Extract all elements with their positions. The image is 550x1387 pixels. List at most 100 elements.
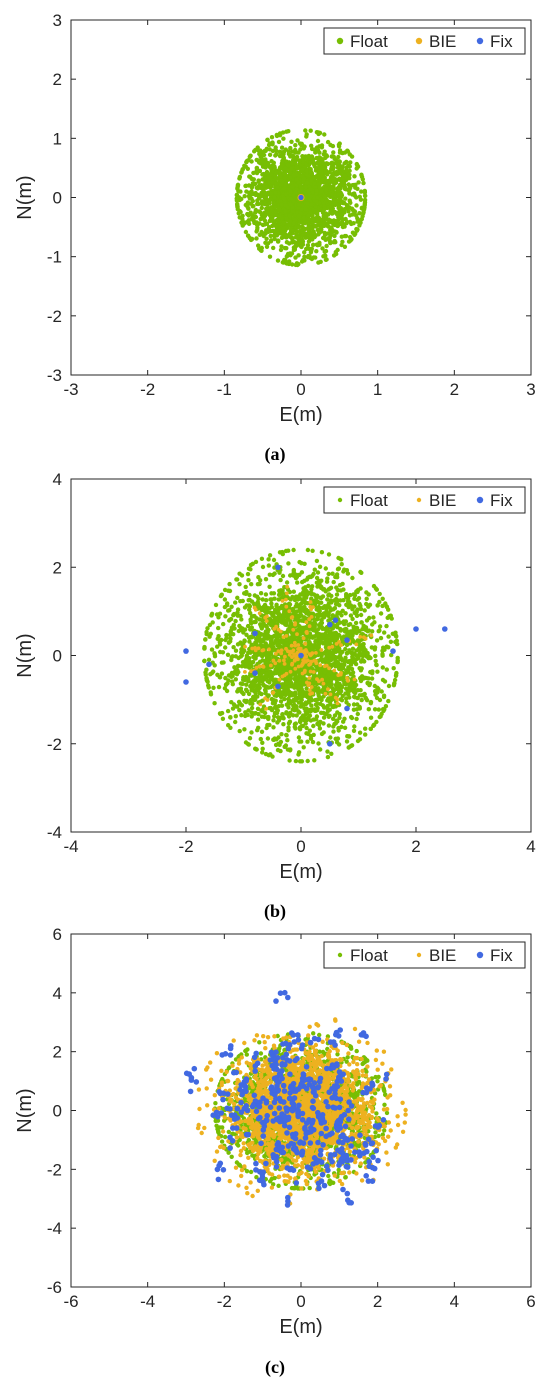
float-point <box>246 578 251 583</box>
y-tick-label: 1 <box>53 129 62 148</box>
float-point <box>337 148 343 153</box>
float-point <box>332 623 338 629</box>
float-point <box>348 160 353 165</box>
float-point <box>359 697 364 703</box>
float-point <box>234 198 240 203</box>
float-point <box>324 217 330 222</box>
float-point <box>229 627 234 633</box>
float-point <box>243 229 249 235</box>
float-point <box>267 572 272 577</box>
float-point <box>223 645 228 650</box>
float-point <box>252 181 257 187</box>
legend-label-float: Float <box>350 32 388 51</box>
float-point <box>347 648 352 653</box>
y-tick-label: 2 <box>53 70 62 89</box>
float-point <box>240 167 245 172</box>
float-point <box>259 691 264 697</box>
float-point <box>272 195 277 200</box>
x-tick-label: 3 <box>526 380 535 399</box>
float-point <box>322 604 327 609</box>
float-point <box>285 738 290 743</box>
float-point <box>251 170 256 176</box>
float-point <box>216 625 221 631</box>
float-point <box>249 730 254 735</box>
float-point <box>264 206 269 211</box>
float-point <box>288 623 293 628</box>
x-tick-label: 2 <box>450 380 459 399</box>
float-point <box>224 682 229 687</box>
float-point <box>347 213 353 218</box>
float-point <box>331 240 336 245</box>
float-point <box>293 189 298 195</box>
float-point <box>309 170 314 176</box>
float-point <box>291 573 296 578</box>
float-point <box>328 608 333 613</box>
float-point <box>299 570 305 575</box>
float-point <box>284 702 289 707</box>
float-point <box>319 550 325 555</box>
float-point <box>220 716 226 721</box>
float-point <box>273 190 278 195</box>
legend-marker-float <box>336 37 344 45</box>
float-point <box>377 697 383 703</box>
float-point <box>276 139 282 145</box>
bie-point <box>271 691 275 695</box>
float-point <box>264 210 270 216</box>
float-point <box>208 692 214 697</box>
y-tick-label: 0 <box>53 189 62 208</box>
float-point <box>311 620 317 625</box>
float-point <box>337 690 342 696</box>
float-point <box>341 678 346 683</box>
float-point <box>246 213 251 218</box>
float-point <box>391 666 396 671</box>
float-point <box>308 695 313 700</box>
float-point <box>209 647 215 652</box>
float-point <box>202 658 207 664</box>
float-point <box>286 129 291 134</box>
float-point <box>268 752 273 757</box>
float-point <box>237 174 243 180</box>
float-point <box>279 732 284 737</box>
float-point <box>350 230 356 235</box>
float-point <box>276 597 281 602</box>
float-point <box>287 748 293 753</box>
bie-point <box>327 666 331 671</box>
float-point <box>291 703 296 708</box>
float-point <box>325 703 330 709</box>
float-point <box>298 183 303 188</box>
float-point <box>315 584 320 589</box>
float-point <box>339 562 344 567</box>
float-point <box>300 258 306 263</box>
float-point <box>299 237 304 242</box>
float-point <box>386 645 391 650</box>
float-point <box>277 550 283 555</box>
float-point <box>316 130 321 135</box>
float-point <box>322 232 328 238</box>
float-point <box>229 674 234 679</box>
float-point <box>271 725 276 730</box>
float-point <box>309 256 315 262</box>
float-point <box>344 642 350 648</box>
float-point <box>344 593 349 599</box>
float-point <box>304 168 309 174</box>
bie-point <box>282 658 286 663</box>
float-point <box>317 580 322 586</box>
float-point <box>302 250 307 255</box>
float-point <box>234 704 239 709</box>
float-point <box>297 637 302 642</box>
float-point <box>255 201 260 207</box>
float-point <box>248 663 253 668</box>
float-point <box>281 196 287 202</box>
float-point <box>331 704 336 709</box>
float-point <box>233 714 238 719</box>
float-point <box>279 235 285 240</box>
float-point <box>361 676 366 681</box>
float-point <box>249 185 255 190</box>
float-point <box>324 187 329 193</box>
float-point <box>337 582 343 588</box>
float-point <box>222 597 228 602</box>
float-point <box>316 604 321 610</box>
float-point <box>327 586 333 591</box>
float-point <box>311 732 316 738</box>
